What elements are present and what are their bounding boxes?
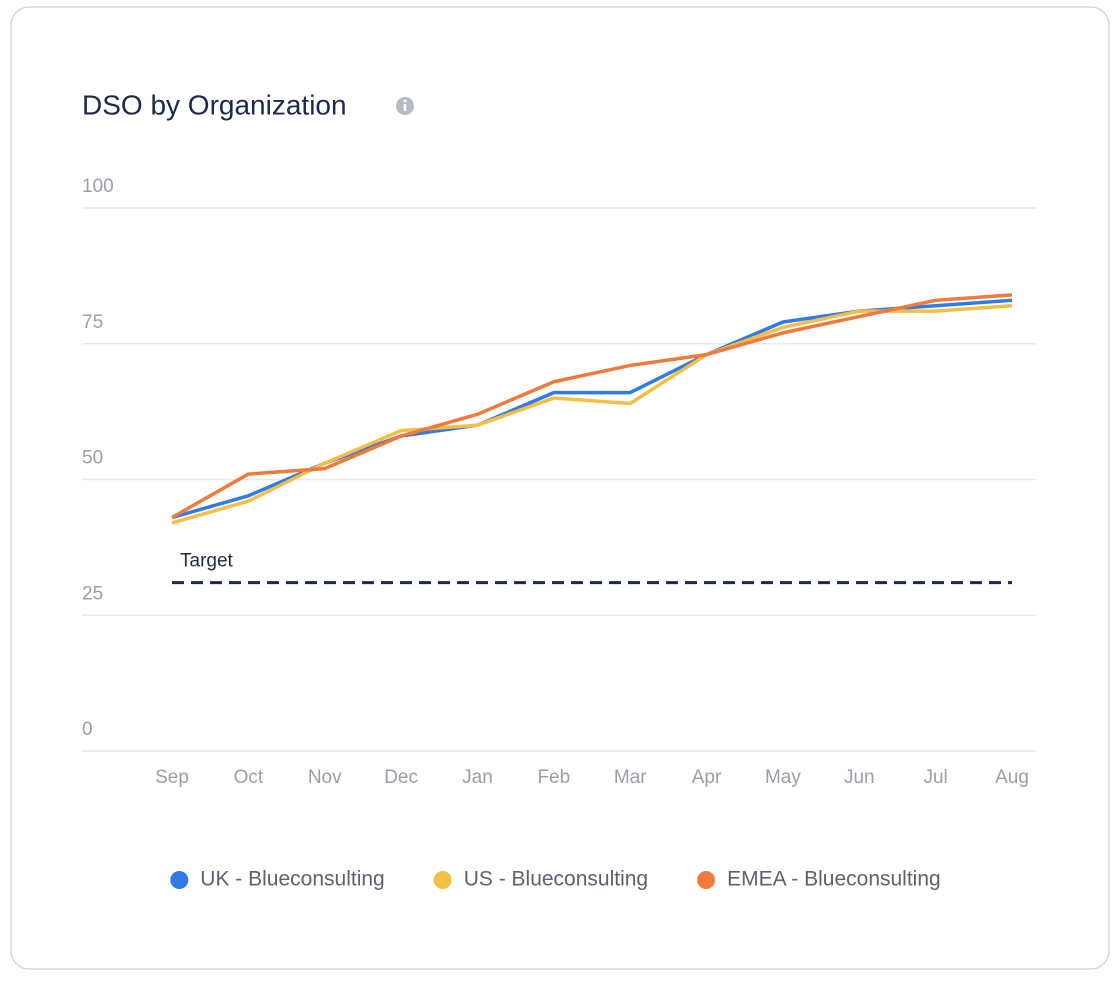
legend-swatch (433, 871, 452, 889)
x-tick-label: Dec (384, 767, 418, 788)
x-tick-label: Jan (462, 767, 493, 788)
legend-label: EMEA - Blueconsulting (727, 868, 941, 891)
x-tick-label: Jun (844, 767, 875, 788)
card-border (10, 6, 1110, 970)
legend-swatch (170, 871, 189, 889)
x-tick-label: Oct (234, 767, 264, 788)
x-tick-label: Mar (614, 767, 647, 788)
legend-swatch (697, 871, 716, 889)
y-tick-label: 100 (82, 176, 114, 197)
y-tick-label: 0 (82, 719, 93, 740)
y-tick-label: 50 (82, 448, 103, 469)
x-tick-label: Jul (923, 767, 947, 788)
chart-title: DSO by Organization (82, 89, 347, 120)
x-tick-label: Feb (537, 767, 570, 788)
x-tick-label: Nov (308, 767, 342, 788)
x-tick-label: Sep (155, 767, 189, 788)
info-icon (396, 97, 414, 115)
x-tick-label: Apr (692, 767, 722, 788)
series-line (171, 293, 1013, 520)
legend-label: UK - Blueconsulting (200, 868, 384, 891)
y-tick-label: 25 (82, 583, 103, 604)
x-tick-label: May (765, 767, 801, 788)
target-label: Target (180, 551, 234, 572)
legend-label: US - Blueconsulting (464, 868, 648, 891)
x-tick-label: Aug (995, 767, 1029, 788)
y-tick-label: 75 (82, 312, 103, 333)
